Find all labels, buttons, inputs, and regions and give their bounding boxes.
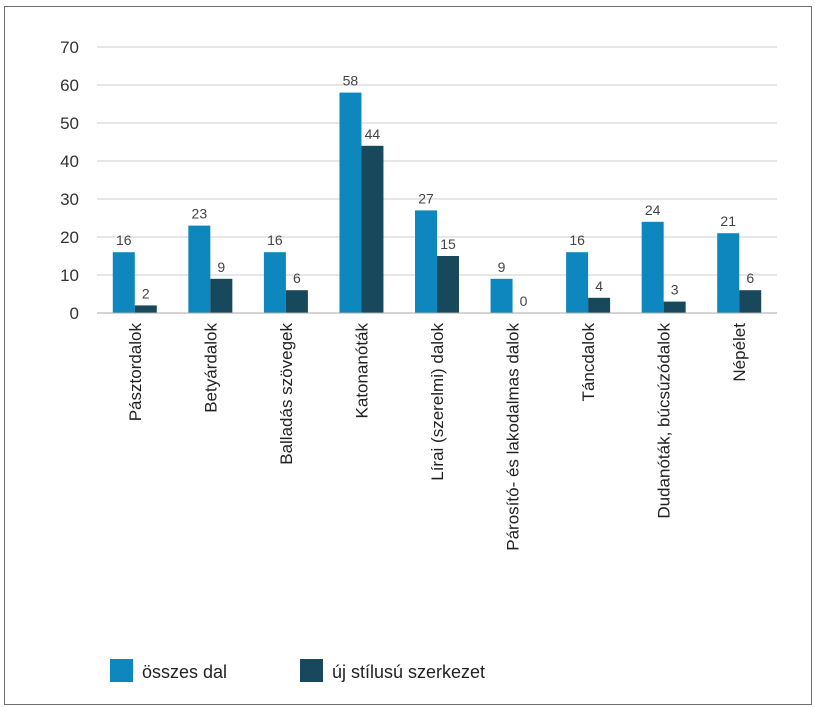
data-label: 6 — [293, 270, 301, 286]
bar-uj-stilusu — [361, 145, 384, 313]
bar-osszes-dal — [415, 210, 437, 313]
bar-uj-stilusu — [134, 305, 157, 313]
data-label: 15 — [440, 236, 456, 252]
bar-osszes-dal — [339, 92, 362, 313]
y-tick-label: 30 — [60, 190, 79, 209]
data-label: 9 — [498, 259, 506, 275]
y-tick-label: 0 — [70, 304, 79, 323]
bar-osszes-dal — [641, 221, 664, 313]
x-category-label: Dudanóták, búcsúzódalok — [655, 323, 674, 519]
legend-swatch — [300, 659, 323, 682]
bar-osszes-dal — [112, 252, 135, 313]
bar-uj-stilusu — [437, 256, 459, 313]
y-tick-label: 70 — [60, 38, 79, 57]
x-category-label: Lírai (szerelmi) dalok — [428, 323, 447, 481]
x-category-label: Táncdalok — [579, 323, 598, 402]
x-category-label: Párosító- és lakodalmas dalok — [504, 323, 523, 551]
data-label: 44 — [365, 126, 381, 142]
data-label: 16 — [116, 232, 132, 248]
data-label: 3 — [671, 282, 679, 298]
y-tick-label: 50 — [60, 114, 79, 133]
x-category-label: Balladás szövegek — [277, 323, 296, 465]
bar-osszes-dal — [717, 233, 740, 313]
x-category-label: Népélet — [730, 323, 749, 382]
data-label: 21 — [720, 213, 736, 229]
data-label: 27 — [418, 190, 434, 206]
bar-osszes-dal — [566, 252, 589, 313]
bar-uj-stilusu — [210, 278, 233, 313]
bar-uj-stilusu — [663, 301, 686, 313]
data-label: 24 — [645, 202, 661, 218]
data-label: 6 — [746, 270, 754, 286]
y-tick-label: 10 — [60, 266, 79, 285]
legend-swatch — [110, 659, 133, 682]
data-label: 16 — [569, 232, 585, 248]
x-category-label: Betyárdalok — [201, 323, 220, 413]
data-label: 58 — [343, 73, 359, 89]
chart-frame — [4, 6, 812, 705]
x-category-label: Pásztordalok — [126, 323, 145, 422]
bar-osszes-dal — [188, 225, 211, 313]
data-label: 9 — [217, 259, 225, 275]
bar-uj-stilusu — [285, 290, 308, 313]
bar-uj-stilusu — [739, 290, 762, 313]
data-label: 23 — [192, 206, 208, 222]
legend-label: összes dal — [142, 662, 227, 682]
data-label: 0 — [520, 293, 528, 309]
bar-osszes-dal — [263, 252, 286, 313]
bar-uj-stilusu — [588, 297, 611, 313]
data-label: 4 — [595, 278, 603, 294]
y-tick-label: 60 — [60, 76, 79, 95]
bar-osszes-dal — [490, 278, 513, 313]
data-label: 2 — [142, 285, 150, 301]
data-label: 16 — [267, 232, 283, 248]
x-category-label: Katonanóták — [352, 323, 371, 419]
y-tick-label: 40 — [60, 152, 79, 171]
y-tick-label: 20 — [60, 228, 79, 247]
legend-label: új stílusú szerkezet — [332, 662, 485, 682]
